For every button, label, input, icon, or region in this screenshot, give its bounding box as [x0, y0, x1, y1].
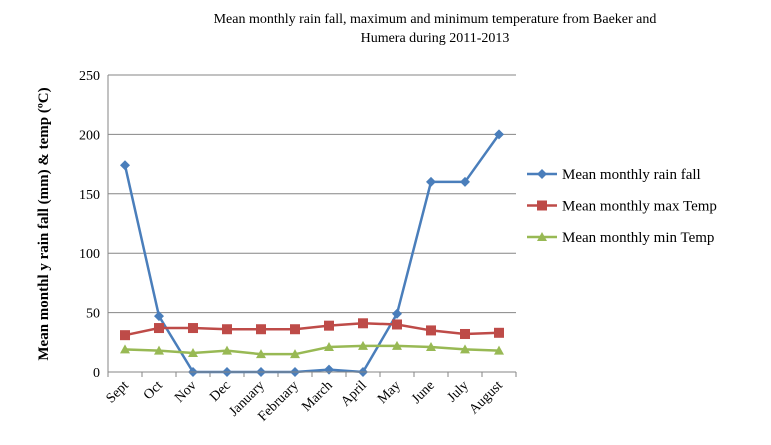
x-tick-label: July: [445, 378, 472, 405]
point: [256, 324, 266, 335]
legend-marker: [537, 200, 547, 211]
y-tick-label: 200: [79, 128, 100, 143]
x-tick-label: August: [467, 378, 506, 417]
series-line: [124, 344, 500, 356]
x-tick-label: April: [338, 378, 370, 410]
legend-label: Mean monthly max Temp: [562, 199, 717, 215]
point: [154, 345, 164, 355]
point: [460, 344, 470, 354]
y-tick-label: 150: [79, 188, 100, 203]
x-tick-label: Dec: [207, 378, 234, 405]
point: [154, 311, 164, 322]
point: [222, 345, 232, 355]
y-axis-label: Mean monthl y rain fall (mm) & temp (ºC): [36, 87, 52, 361]
point: [324, 364, 334, 375]
legend-marker: [537, 232, 547, 241]
legend-marker: [537, 169, 547, 179]
x-tick-label: Sept: [104, 378, 132, 406]
series-line: [123, 133, 501, 374]
legend-label: Mean monthly rain fall: [562, 167, 701, 183]
y-tick-label: 250: [79, 69, 100, 84]
point: [494, 327, 504, 338]
point: [120, 160, 130, 171]
point: [358, 340, 368, 350]
y-tick-label: 0: [93, 366, 100, 381]
y-tick-label: 100: [79, 247, 100, 262]
point: [392, 319, 402, 330]
point: [256, 349, 266, 359]
point: [426, 176, 436, 187]
x-tick-label: Nov: [172, 378, 200, 406]
x-tick-label: Oct: [141, 378, 166, 403]
point: [392, 308, 402, 319]
point: [154, 323, 164, 334]
point: [120, 344, 130, 354]
point: [188, 323, 198, 334]
point: [290, 324, 300, 335]
point: [460, 328, 470, 339]
legend-label: Mean monthly min Temp: [562, 230, 714, 246]
point: [290, 349, 300, 359]
point: [426, 342, 436, 352]
point: [358, 318, 368, 329]
series-line: [124, 322, 500, 337]
point: [460, 176, 470, 187]
point: [494, 129, 504, 140]
point: [120, 330, 130, 341]
point: [188, 347, 198, 357]
point: [392, 340, 402, 350]
y-tick-label: 50: [86, 307, 100, 322]
chart-title: Mean monthly rain fall, maximum and mini…: [213, 12, 657, 46]
x-tick-label: May: [375, 378, 404, 407]
point: [426, 325, 436, 336]
point: [494, 345, 504, 355]
point: [324, 320, 334, 331]
x-tick-label: June: [409, 378, 438, 407]
point: [222, 324, 232, 335]
point: [324, 342, 334, 352]
x-tick-label: March: [299, 378, 335, 414]
